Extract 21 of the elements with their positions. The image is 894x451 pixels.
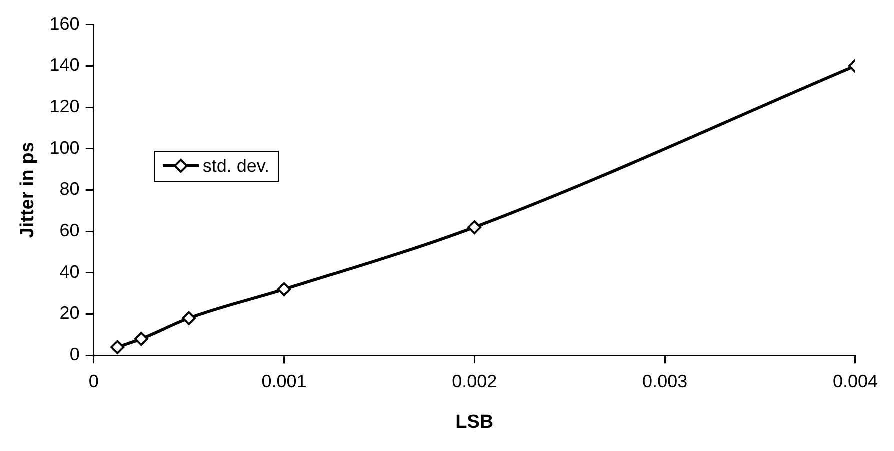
y-axis-title: Jitter in ps xyxy=(18,142,39,238)
x-tick-label: 0.003 xyxy=(642,371,688,392)
x-tick-label: 0.002 xyxy=(452,371,498,392)
x-axis-title: LSB xyxy=(456,412,494,433)
y-tick-label: 20 xyxy=(60,303,80,324)
point xyxy=(182,311,196,326)
point xyxy=(110,340,125,354)
point xyxy=(277,282,292,296)
y-tick-label: 140 xyxy=(50,55,80,76)
y-tick-label: 100 xyxy=(50,138,80,158)
y-tick-label: 120 xyxy=(50,96,80,116)
y-tick-label: 80 xyxy=(60,179,80,200)
x-tick-label: 0 xyxy=(88,371,99,392)
x-tick-label: 0.001 xyxy=(262,371,307,392)
y-tick-label: 40 xyxy=(60,262,80,282)
legend-label: std. dev. xyxy=(202,156,270,176)
x-tick-label: 0.004 xyxy=(832,371,878,392)
y-tick-label: 0 xyxy=(70,344,80,365)
y-tick-label: 60 xyxy=(60,220,80,241)
point xyxy=(134,332,148,346)
y-tick-label: 160 xyxy=(50,14,80,34)
